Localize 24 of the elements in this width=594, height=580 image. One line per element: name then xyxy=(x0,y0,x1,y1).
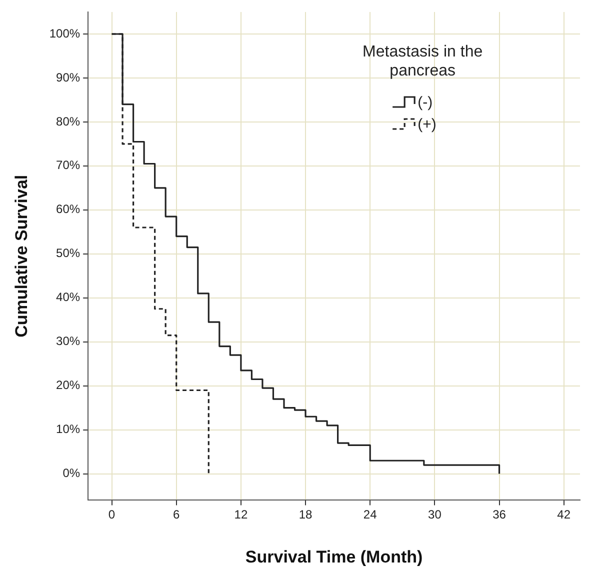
y-tick-label: 60% xyxy=(56,202,80,216)
legend-label: (-) xyxy=(418,94,433,112)
y-tick-label: 50% xyxy=(56,246,80,260)
x-tick-label: 24 xyxy=(363,508,378,522)
x-tick-label: 18 xyxy=(298,508,313,522)
x-tick-label: 12 xyxy=(234,508,248,522)
y-tick-label: 20% xyxy=(56,378,80,392)
y-tick-label: 0% xyxy=(62,466,80,480)
y-axis-title: Cumulative Survival xyxy=(12,174,31,338)
y-tick-label: 80% xyxy=(56,114,80,128)
y-tick-label: 10% xyxy=(56,422,80,436)
x-tick-label: 6 xyxy=(173,508,180,522)
x-tick-label: 36 xyxy=(492,508,506,522)
y-tick-label: 90% xyxy=(56,70,80,84)
x-axis-title: Survival Time (Month) xyxy=(245,547,423,566)
x-tick-label: 42 xyxy=(557,508,571,522)
y-tick-label: 30% xyxy=(56,334,80,348)
y-tick-label: 40% xyxy=(56,290,80,304)
y-tick-label: 70% xyxy=(56,158,80,172)
x-tick-label: 0 xyxy=(108,508,116,522)
x-tick-label: 30 xyxy=(428,508,442,522)
y-tick-label: 100% xyxy=(49,26,80,40)
legend-label: (+) xyxy=(418,116,436,134)
legend-title: Metastasis in the pancreas xyxy=(362,43,483,80)
